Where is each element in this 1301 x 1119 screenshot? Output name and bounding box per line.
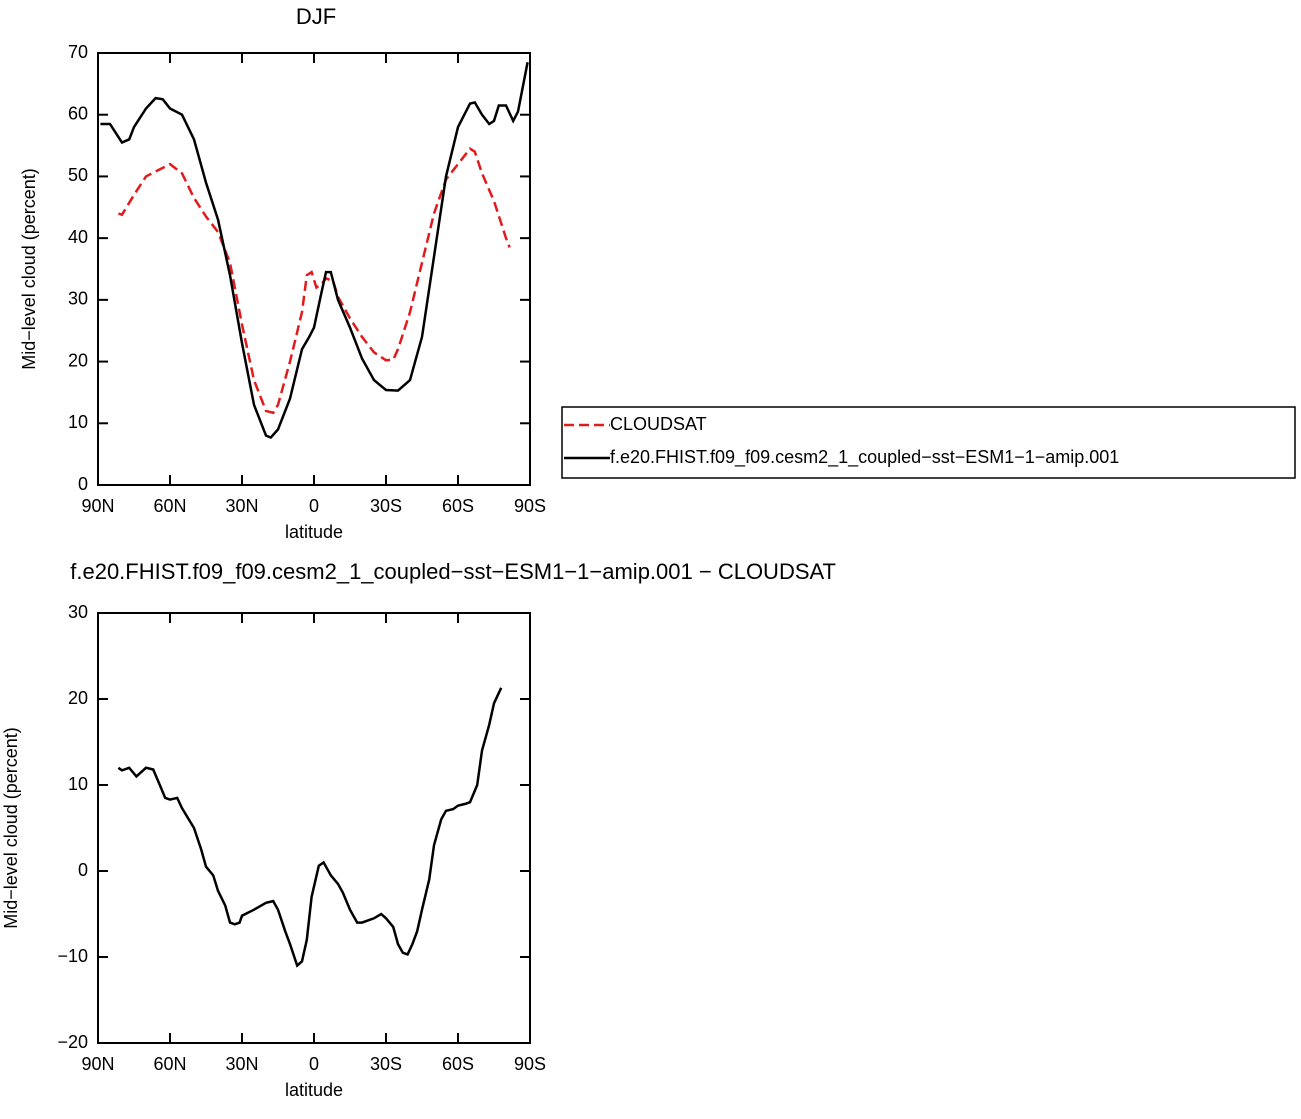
y-tick-label: 0: [78, 860, 88, 880]
y-tick-label: 0: [78, 474, 88, 494]
x-tick-label: 90N: [81, 1054, 114, 1074]
x-tick-label: 60S: [442, 496, 474, 516]
x-tick-label: 30N: [225, 1054, 258, 1074]
y-tick-label: 70: [68, 42, 88, 62]
x-tick-label: 90S: [514, 496, 546, 516]
y-tick-label: 20: [68, 350, 88, 370]
legend-box: [561, 406, 1296, 479]
y-tick-label: 30: [68, 602, 88, 622]
legend-label: f.e20.FHIST.f09_f09.cesm2_1_coupled−sst−…: [610, 447, 1119, 468]
y-tick-label: −20: [57, 1032, 88, 1052]
data-line: [117, 687, 503, 968]
y-tick-label: 10: [68, 774, 88, 794]
x-axis-label: latitude: [285, 522, 343, 542]
y-tick-label: 40: [68, 227, 88, 247]
y-tick-label: 20: [68, 688, 88, 708]
y-tick-label: 10: [68, 412, 88, 432]
data-line: [100, 62, 529, 439]
y-tick-label: 30: [68, 289, 88, 309]
plot-frame: [97, 52, 531, 486]
chart-title: f.e20.FHIST.f09_f09.cesm2_1_coupled−sst−…: [70, 559, 836, 584]
x-tick-label: 90N: [81, 496, 114, 516]
x-tick-label: 0: [309, 496, 319, 516]
data-line: [118, 147, 511, 415]
x-axis-label: latitude: [285, 1080, 343, 1100]
legend-label: CLOUDSAT: [610, 414, 707, 434]
x-tick-label: 30S: [370, 1054, 402, 1074]
y-tick-label: −10: [57, 946, 88, 966]
y-axis-label: Mid−level cloud (percent): [19, 168, 39, 370]
x-tick-label: 90S: [514, 1054, 546, 1074]
y-axis-label: Mid−level cloud (percent): [1, 727, 21, 929]
x-tick-label: 30N: [225, 496, 258, 516]
x-tick-label: 30S: [370, 496, 402, 516]
plot-frame: [97, 612, 531, 1044]
x-tick-label: 60S: [442, 1054, 474, 1074]
x-tick-label: 0: [309, 1054, 319, 1074]
y-tick-label: 60: [68, 103, 88, 123]
y-tick-label: 50: [68, 165, 88, 185]
x-tick-label: 60N: [153, 496, 186, 516]
chart-title: DJF: [296, 4, 336, 29]
x-tick-label: 60N: [153, 1054, 186, 1074]
